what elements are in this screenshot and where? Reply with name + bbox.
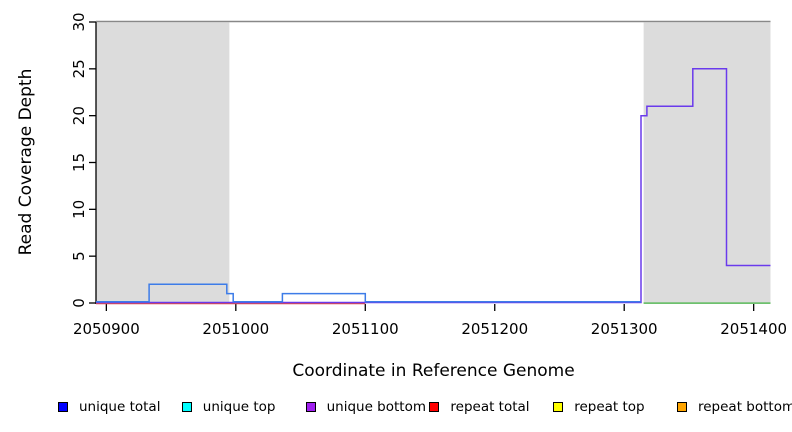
x-tick-label: 2051100 <box>332 320 399 338</box>
series-line-unique-total <box>96 283 641 303</box>
shaded-region <box>643 22 771 304</box>
x-tick-label: 2051200 <box>461 320 528 338</box>
shaded-region <box>96 22 230 304</box>
legend-label: repeat top <box>574 399 645 415</box>
series-line-unique-bottom <box>96 68 771 304</box>
legend-swatch-icon <box>677 402 687 412</box>
legend-swatch-icon <box>58 402 68 412</box>
legend-item-repeat-bottom: repeat bottom <box>677 399 792 415</box>
legend: unique total unique top unique bottom repea… <box>0 399 792 421</box>
legend-swatch-icon <box>553 402 564 412</box>
legend-item-unique-total: unique total <box>58 399 160 415</box>
legend-swatch-icon <box>429 402 440 412</box>
x-tick-label: 2051400 <box>720 320 787 338</box>
legend-label: unique bottom <box>326 399 427 415</box>
y-axis-title: Read Coverage Depth <box>16 68 36 256</box>
legend-swatch-icon <box>305 402 316 412</box>
x-tick-label: 2051300 <box>591 320 658 338</box>
x-tick-label: 2050900 <box>73 320 140 338</box>
y-tick-label: 10 <box>70 200 88 219</box>
legend-label: unique top <box>202 399 276 415</box>
legend-swatch-icon <box>181 402 192 412</box>
x-axis-title: Coordinate in Reference Genome <box>292 361 575 381</box>
legend-label: unique total <box>79 399 161 415</box>
y-tick-label: 0 <box>70 298 88 308</box>
y-tick-label: 15 <box>70 153 88 172</box>
y-tick-label: 25 <box>70 59 88 78</box>
x-tick-label: 2051000 <box>202 320 269 338</box>
y-tick-label: 30 <box>70 12 88 31</box>
legend-item-unique-top: unique top <box>181 399 276 415</box>
y-tick-label: 20 <box>70 106 88 125</box>
legend-label: repeat bottom <box>698 399 792 415</box>
legend-item-unique-bottom: unique bottom <box>305 399 427 415</box>
legend-label: repeat total <box>450 399 530 415</box>
legend-item-repeat-total: repeat total <box>429 399 530 415</box>
legend-item-repeat-top: repeat top <box>553 399 645 415</box>
y-tick-label: 5 <box>70 251 88 261</box>
